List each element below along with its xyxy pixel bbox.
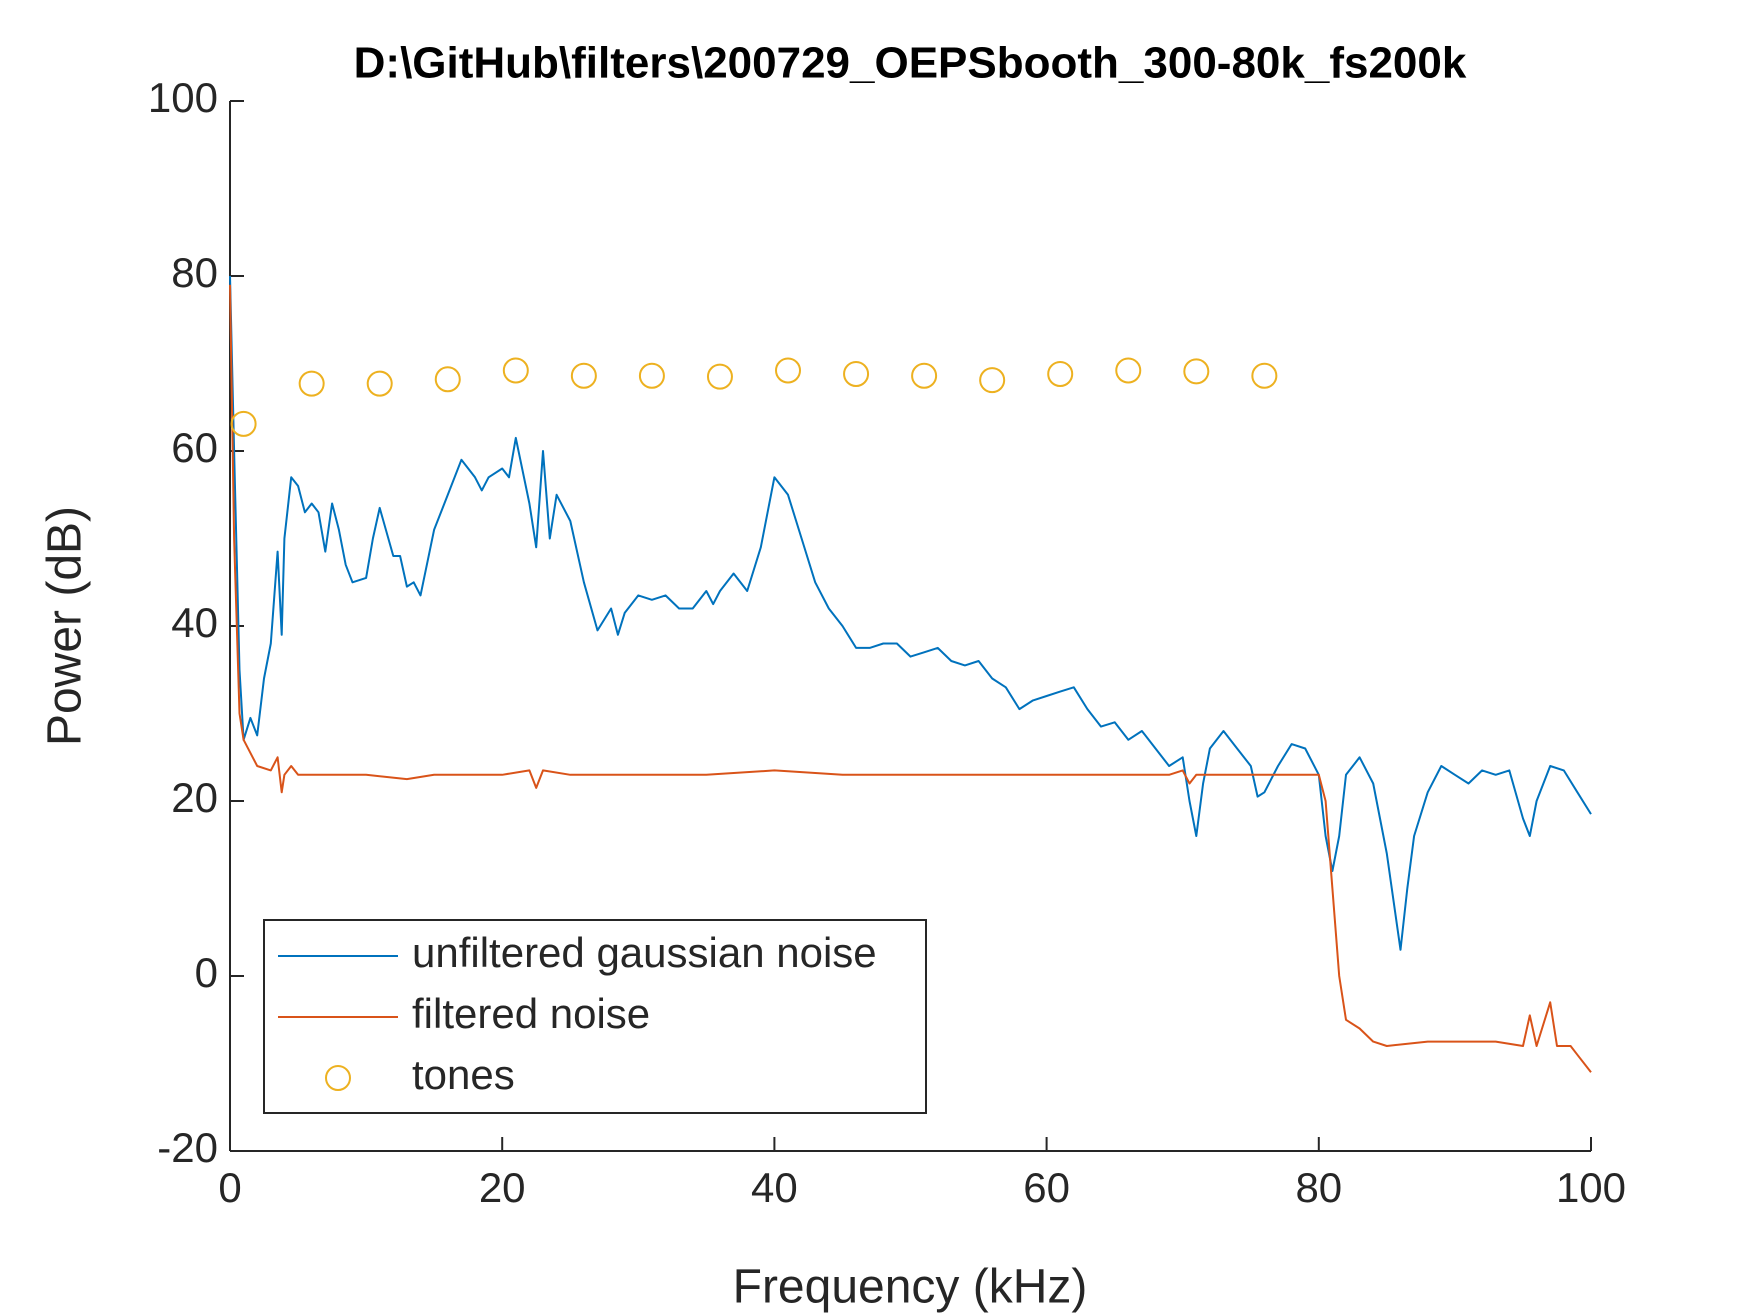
tone-marker — [502, 357, 529, 384]
tone-marker — [230, 410, 257, 437]
tone-marker — [775, 357, 802, 384]
tone-marker — [1251, 362, 1278, 389]
y-tick-label: 100 — [148, 74, 218, 121]
y-tick-label: 80 — [171, 249, 218, 296]
tone-marker — [911, 362, 938, 389]
x-axis-label: Frequency (kHz) — [733, 1261, 1088, 1313]
tone-marker — [298, 370, 325, 397]
y-tick-label: -20 — [157, 1124, 218, 1171]
tone-marker — [1047, 361, 1074, 387]
tone-marker — [434, 366, 461, 393]
tone-marker — [979, 367, 1006, 394]
y-tick-label: 40 — [171, 599, 218, 646]
x-tick-label: 20 — [479, 1164, 526, 1211]
y-tick-label: 20 — [171, 774, 218, 821]
x-tick-label: 60 — [1023, 1164, 1070, 1211]
y-tick-label: 60 — [171, 424, 218, 471]
chart-title: D:\GitHub\filters\200729_OEPSbooth_300-8… — [354, 39, 1467, 88]
tone-marker — [638, 362, 665, 389]
legend-label: tones — [412, 1051, 515, 1098]
tone-marker — [1115, 357, 1142, 384]
legend-label: unfiltered gaussian noise — [412, 929, 877, 976]
series-line — [229, 275, 1592, 951]
tone-marker — [570, 362, 597, 389]
y-tick-label: 0 — [195, 949, 218, 996]
x-tick-label: 40 — [751, 1164, 798, 1211]
x-tick-label: 100 — [1556, 1164, 1626, 1211]
legend-label: filtered noise — [412, 990, 650, 1037]
tone-marker — [366, 370, 393, 397]
tone-marker — [1183, 358, 1210, 385]
y-axis-label: Power (dB) — [39, 506, 92, 746]
series-line — [229, 284, 1592, 1073]
tone-marker — [706, 363, 733, 390]
x-tick-label: 0 — [218, 1164, 241, 1211]
legend-marker — [325, 1065, 351, 1091]
x-tick-label: 80 — [1295, 1164, 1342, 1211]
tone-marker — [843, 361, 870, 387]
